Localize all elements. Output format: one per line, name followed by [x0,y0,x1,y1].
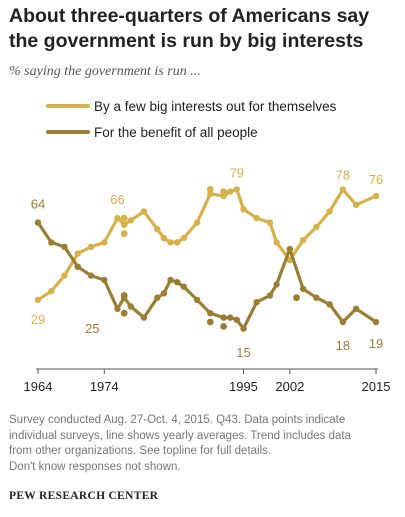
x-axis: 1964 1974 1995 2002 2015 [24,368,391,394]
data-point [299,237,307,244]
data-label: 19 [369,336,383,351]
data-point [114,305,121,312]
data-point [313,223,320,231]
data-point [167,276,174,284]
data-point [140,314,148,321]
data-point [372,192,380,200]
footnote: Survey conducted Aug. 27-Oct. 4, 2015. Q… [9,413,401,475]
survey-point [120,214,128,222]
chart-subtitle: % saying the government is run ... [9,64,201,79]
footnote-line: from other organizations. See topline fo… [9,445,272,457]
survey-point [206,318,214,326]
data-label: 18 [336,338,350,353]
data-label: 78 [336,168,350,183]
survey-point [220,323,228,330]
data-point [227,314,234,321]
data-point [34,296,42,304]
data-point [87,272,95,279]
data-point [326,208,333,215]
x-tick-label: 1974 [90,379,119,394]
data-label: 15 [236,345,250,360]
data-label: 64 [31,197,45,212]
data-point [101,239,108,246]
data-point [326,301,333,308]
data-point [193,296,201,304]
data-point [273,239,280,246]
data-point [74,263,82,270]
chart-title: About three-quarters of Americans say th… [9,5,370,52]
data-point [266,219,274,226]
data-label: 25 [85,321,99,336]
x-tick-label: 2015 [362,379,391,394]
survey-point [120,230,128,238]
trend-line-chart: By a few big interests out for themselve… [24,99,391,394]
data-point [48,287,55,295]
data-point [372,318,380,326]
chart-legend: By a few big interests out for themselve… [46,99,337,140]
data-point [227,188,234,195]
data-point [34,219,42,226]
legend-label-1: By a few big interests out for themselve… [94,99,337,114]
data-point [61,243,68,251]
data-point [352,201,360,209]
data-point [61,272,68,279]
data-point [127,303,134,310]
x-tick-label: 1964 [24,379,53,394]
data-point [180,234,187,242]
data-point [313,294,320,301]
x-tick-label: 2002 [275,379,304,394]
survey-point [120,309,128,317]
data-point [253,214,260,222]
plot-area: 29 66 79 78 76 64 25 15 18 19 [31,165,383,360]
data-label: 76 [369,172,383,187]
footnote-line: Don't know responses not shown. [9,460,181,473]
data-point [193,219,201,226]
legend-label-2: For the benefit of all people [94,125,258,140]
data-point [240,325,247,332]
survey-point [293,294,300,302]
data-point [253,298,260,306]
data-point [233,316,240,323]
data-point [273,281,280,288]
data-point [339,318,347,326]
survey-point [220,188,228,195]
data-label: 66 [110,192,124,207]
series-line-1 [36,187,378,302]
data-point [160,234,168,242]
data-label: 29 [31,312,45,327]
data-point [174,239,181,246]
data-point [87,243,95,251]
source-credit: PEW RESEARCH CENTER [9,490,159,502]
data-label: 79 [230,165,244,180]
data-point [352,305,360,312]
footnote-line: Survey conducted Aug. 27-Oct. 4, 2015. Q… [9,414,346,426]
data-point [220,314,227,321]
data-point [180,283,187,290]
data-point [240,206,247,213]
data-point [207,310,214,317]
data-point [127,217,134,224]
survey-point [120,292,128,299]
data-point [299,285,307,293]
data-point [140,208,148,215]
data-point [174,279,181,286]
data-point [286,245,293,253]
data-point [266,292,274,299]
data-point [114,214,121,222]
data-point [101,276,108,284]
data-point [121,221,128,228]
data-point [160,290,168,297]
data-point [233,186,240,193]
data-point [74,250,82,257]
data-point [48,239,55,246]
data-point [154,226,161,233]
data-point [154,294,161,301]
data-point [339,186,347,193]
x-tick-label: 1995 [229,379,258,394]
data-point [167,239,174,246]
footnote-line: individual surveys, line shows yearly av… [9,429,351,442]
survey-point [206,186,214,193]
